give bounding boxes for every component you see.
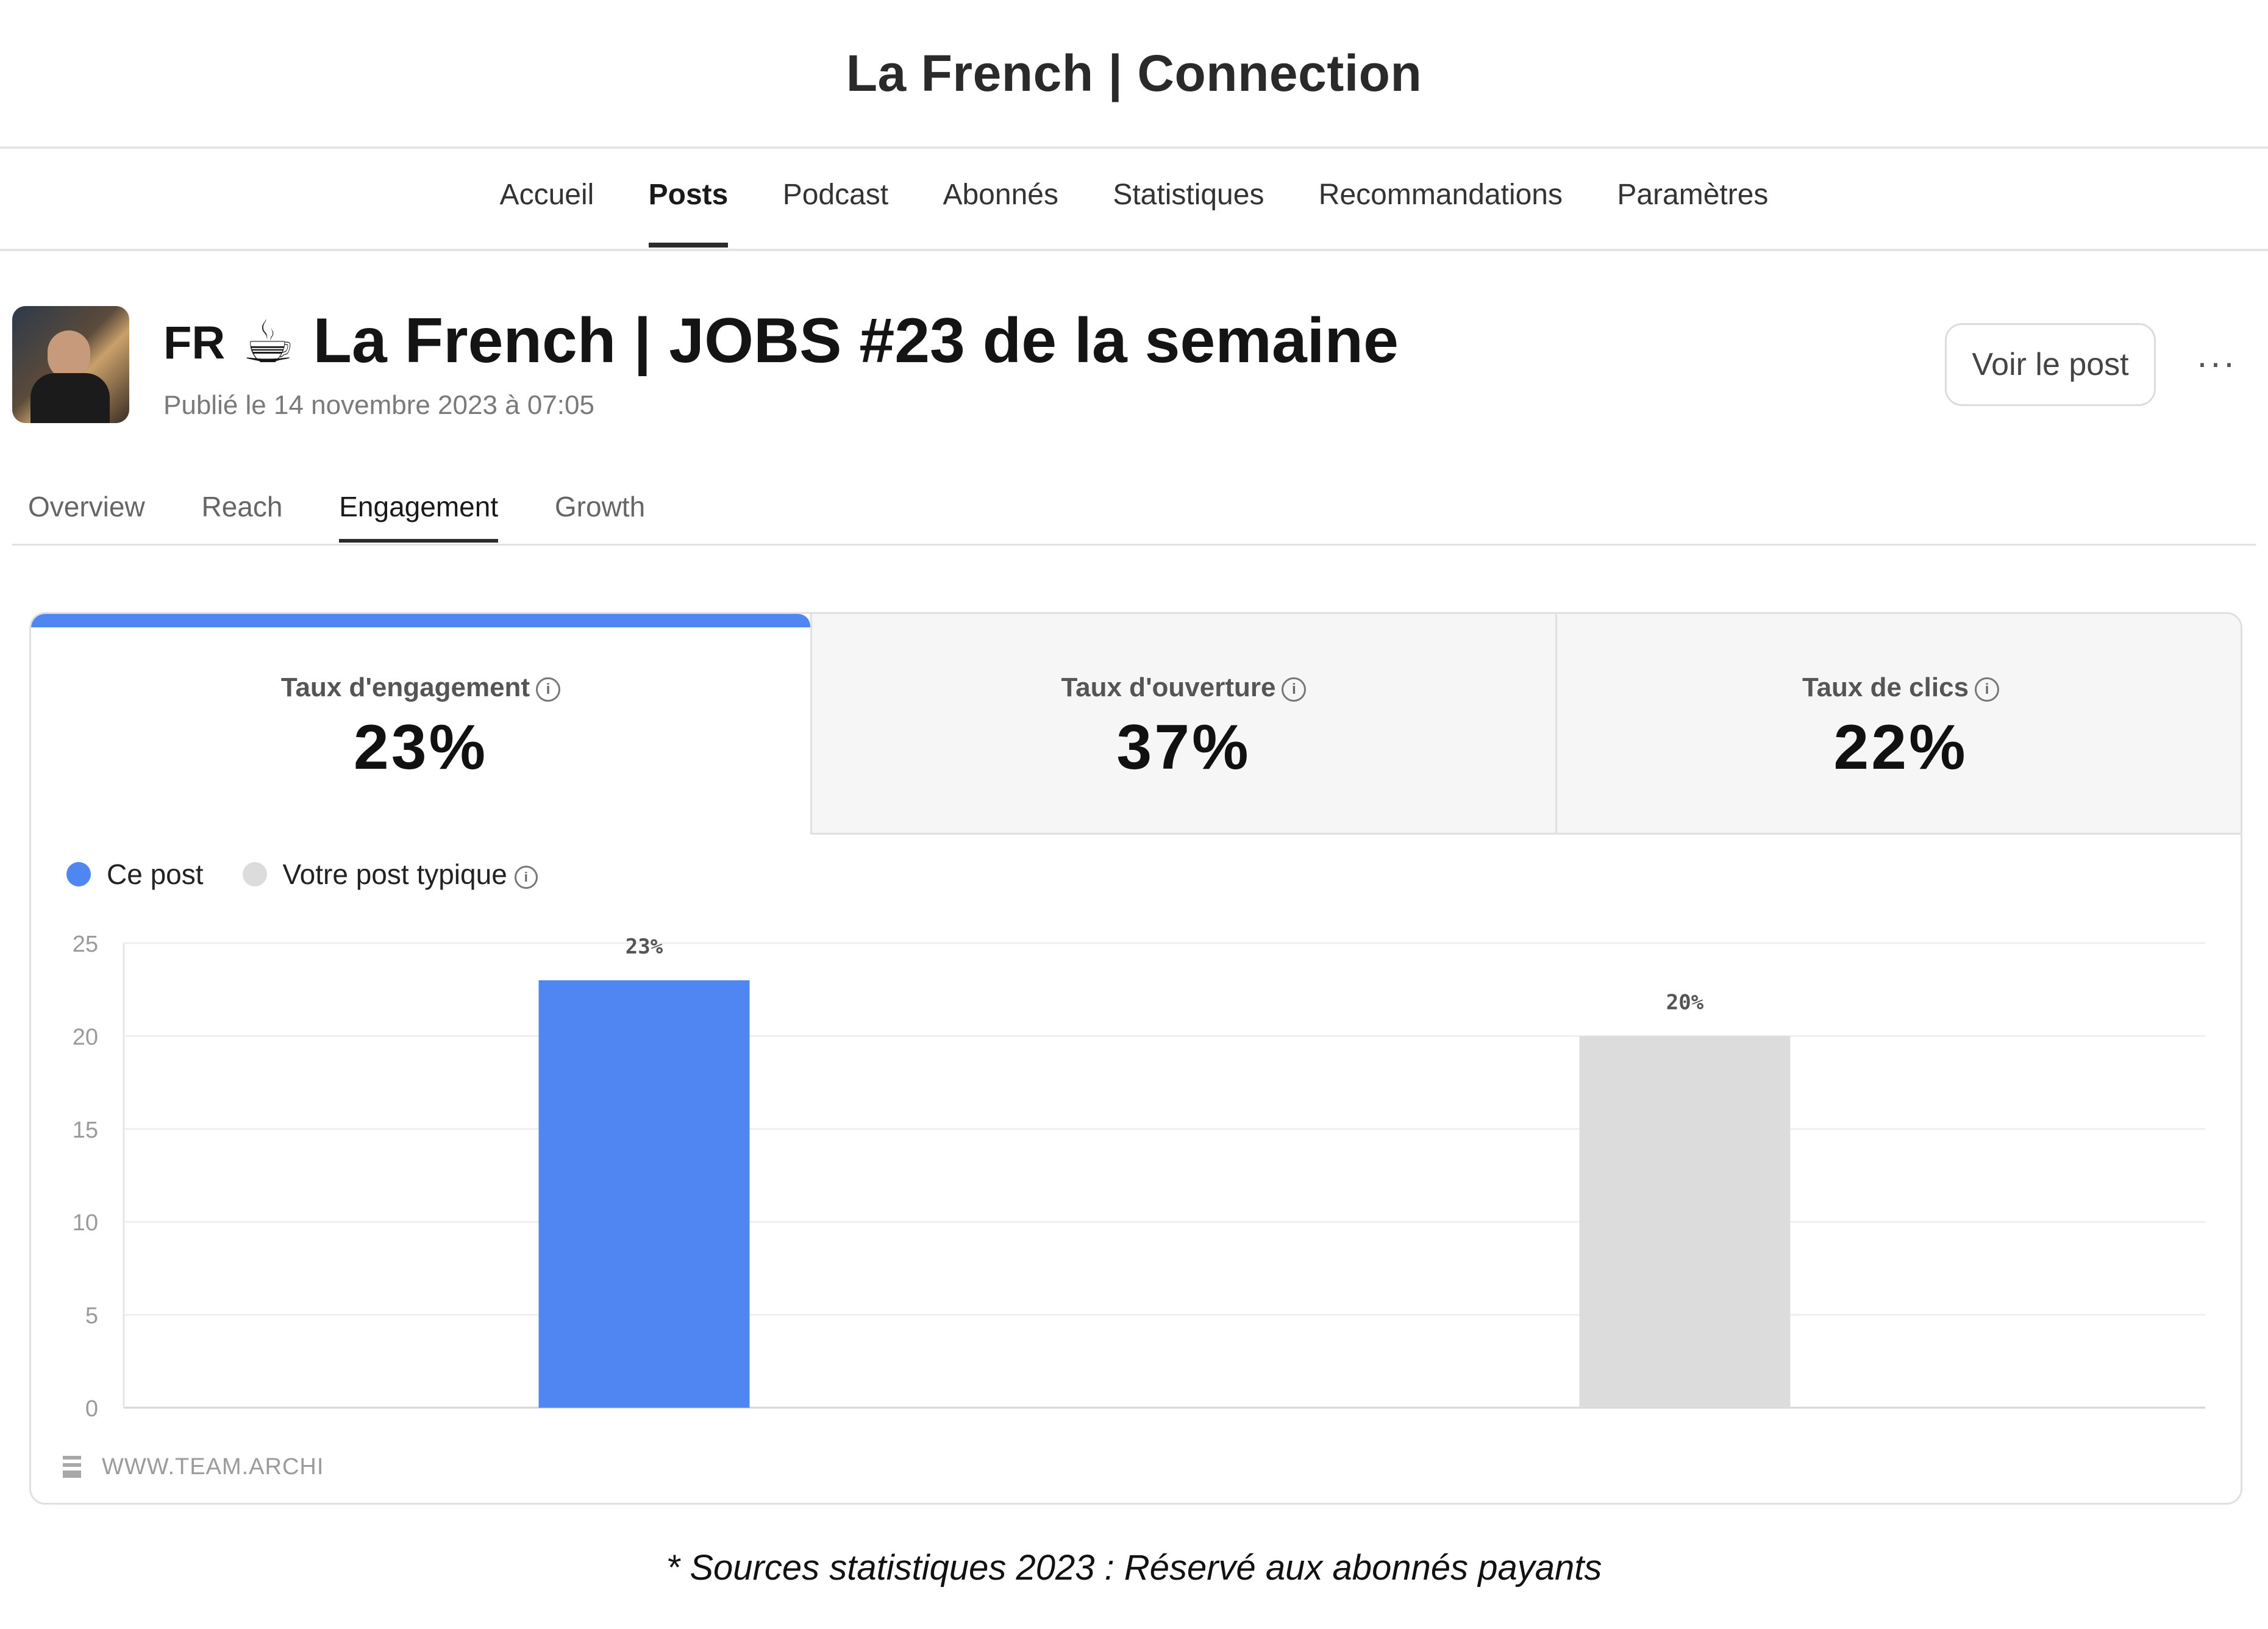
tab-reach[interactable]: Reach bbox=[201, 491, 283, 522]
metric-label: Taux de clics bbox=[1802, 672, 1969, 702]
stats-tabs: Overview Reach Engagement Growth bbox=[28, 490, 694, 543]
engagement-card: Taux d'engagement i 23% Taux d'ouverture i… bbox=[29, 612, 2242, 1505]
metric-click-rate[interactable]: Taux de clics i 22% bbox=[1555, 614, 2241, 835]
nav-accueil[interactable]: Accueil bbox=[499, 179, 594, 211]
y-tick-label: 15 bbox=[73, 1117, 98, 1143]
bar-data-label: 23% bbox=[626, 935, 663, 959]
coffee-icon: ☕ bbox=[242, 310, 295, 375]
legend-label: Ce post bbox=[107, 858, 204, 890]
more-options-icon[interactable]: ··· bbox=[2196, 342, 2236, 383]
top-navigation: Accueil Posts Podcast Abonnés Statistiqu… bbox=[0, 178, 2268, 248]
tab-overview[interactable]: Overview bbox=[28, 491, 145, 522]
metric-label: Taux d'ouverture bbox=[1061, 672, 1276, 702]
tab-engagement[interactable]: Engagement bbox=[339, 491, 499, 543]
bar-data-label: 20% bbox=[1666, 990, 1704, 1014]
metric-value: 22% bbox=[1833, 712, 1968, 783]
nav-podcast[interactable]: Podcast bbox=[782, 179, 889, 211]
nav-statistiques[interactable]: Statistiques bbox=[1113, 179, 1264, 211]
bar-this-post bbox=[538, 980, 750, 1408]
chart-legend: Ce post Votre post typique i bbox=[66, 858, 577, 891]
y-tick-label: 10 bbox=[73, 1210, 98, 1236]
post-title-text: La French | JOBS #23 de la semaine bbox=[313, 305, 1399, 376]
nav-posts[interactable]: Posts bbox=[648, 179, 729, 248]
y-tick-label: 5 bbox=[85, 1303, 98, 1329]
y-tick-label: 25 bbox=[73, 932, 98, 957]
metric-open-rate[interactable]: Taux d'ouverture i 37% bbox=[810, 614, 1555, 835]
engagement-bar-chart: 0 5 10 15 20 25 23% 20% bbox=[73, 932, 2205, 1422]
header-divider bbox=[0, 146, 2268, 149]
metric-label: Taux d'engagement bbox=[280, 672, 530, 702]
y-tick-label: 20 bbox=[73, 1024, 98, 1050]
legend-item-this-post: Ce post bbox=[66, 858, 204, 891]
tab-growth[interactable]: Growth bbox=[554, 491, 646, 522]
post-title: FR ☕ La French | JOBS #23 de la semaine bbox=[163, 305, 1399, 377]
legend-dot bbox=[66, 862, 91, 886]
metric-engagement-rate[interactable]: Taux d'engagement i 23% bbox=[31, 614, 810, 835]
nav-abonnes[interactable]: Abonnés bbox=[943, 179, 1058, 211]
view-post-button[interactable]: Voir le post bbox=[1945, 323, 2156, 406]
footnote: * Sources statistiques 2023 : Réservé au… bbox=[666, 1548, 1602, 1588]
legend-dot bbox=[242, 862, 267, 886]
nav-recommandations[interactable]: Recommandations bbox=[1318, 179, 1563, 211]
nav-parametres[interactable]: Paramètres bbox=[1617, 179, 1769, 211]
info-icon[interactable]: i bbox=[514, 866, 538, 889]
legend-item-typical-post: Votre post typique i bbox=[242, 858, 538, 891]
info-icon[interactable]: i bbox=[1282, 677, 1307, 702]
post-language: FR bbox=[163, 317, 226, 369]
menu-icon bbox=[63, 1456, 81, 1478]
post-published-date: Publié le 14 novembre 2023 à 07:05 bbox=[163, 390, 594, 420]
metric-value: 23% bbox=[353, 712, 488, 783]
watermark: WWW.TEAM.ARCHI bbox=[63, 1454, 324, 1480]
bar-typical-post bbox=[1579, 1036, 1791, 1408]
tabs-divider bbox=[12, 544, 2256, 546]
legend-label: Votre post typique bbox=[282, 858, 507, 890]
nav-divider bbox=[0, 249, 2268, 251]
site-title[interactable]: La French | Connection bbox=[846, 45, 1422, 102]
author-avatar bbox=[12, 306, 129, 423]
watermark-text: WWW.TEAM.ARCHI bbox=[102, 1454, 324, 1480]
info-icon[interactable]: i bbox=[1975, 677, 2000, 702]
info-icon[interactable]: i bbox=[536, 677, 561, 702]
metric-value: 37% bbox=[1116, 712, 1251, 783]
y-tick-label: 0 bbox=[85, 1396, 98, 1422]
